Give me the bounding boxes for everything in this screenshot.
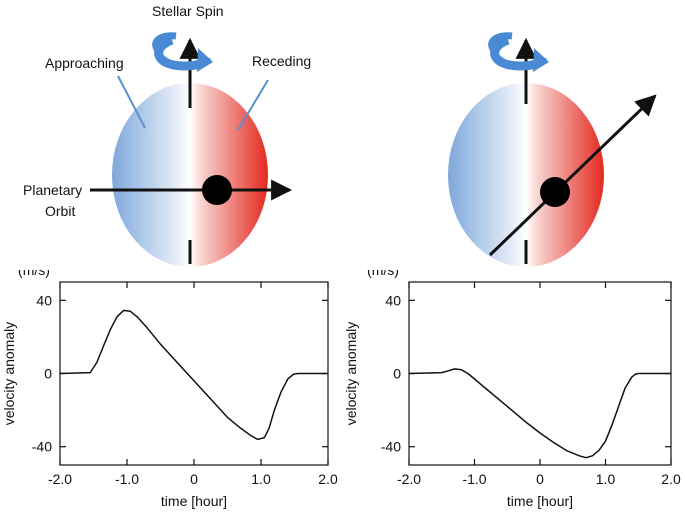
x-tick-label: 0 [190,471,198,487]
plot-frame [408,281,672,466]
left-star-group [90,32,293,267]
x-tick-label: 1.0 [251,471,271,487]
right-star [448,83,604,267]
y-tick-label: 40 [385,292,401,308]
y-unit-label: (m/s) [18,270,50,278]
y-tick-label: 40 [36,292,52,308]
left-spin-arrow-icon [152,32,213,72]
right-star-group [448,32,657,267]
x-tick-label: -1.0 [462,471,486,487]
x-axis-label: time [hour] [161,493,227,509]
x-tick-label: -1.0 [115,471,139,487]
velocity-curve [59,309,328,441]
right-planet [540,177,570,207]
approaching-label: Approaching [45,55,124,71]
star-diagrams [90,32,657,267]
receding-label: Receding [252,53,312,69]
x-axis-label: time [hour] [507,493,573,509]
left-star [112,83,268,267]
x-tick-label: 2.0 [318,471,338,487]
y-tick-label: 0 [393,366,401,382]
right-orbit-line [488,94,657,257]
velocity-curve [408,368,671,459]
x-tick-label: -2.0 [48,471,72,487]
stellar-spin-label: Stellar Spin [152,3,224,19]
y-tick-label: 0 [44,366,52,382]
left-planet [202,175,232,205]
x-tick-label: 0 [536,471,544,487]
y-unit-label: (m/s) [367,270,399,278]
x-tick-label: 1.0 [596,471,616,487]
orbit-label: Orbit [45,203,76,219]
y-axis-label: velocity anomaly [1,322,17,426]
planetary-label: Planetary [23,182,83,198]
velocity-chart-left: -2.0 -1.0 0 1.0 2.0 40 0 -40 (m/s) time [hour] vel… [1,270,338,509]
right-spin-arrow-icon [488,32,549,72]
plot-frame [59,281,329,466]
y-tick-label: -40 [32,439,52,455]
approaching-pointer [117,75,146,129]
y-axis-label: velocity anomaly [343,322,359,426]
velocity-chart-right: -2.0 -1.0 0 1.0 2.0 40 0 -40 (m/s) time [hour] vel… [343,270,681,509]
receding-pointer [237,79,269,131]
x-tick-label: -2.0 [397,471,421,487]
y-tick-label: -40 [381,439,401,455]
x-tick-label: 2.0 [661,471,681,487]
